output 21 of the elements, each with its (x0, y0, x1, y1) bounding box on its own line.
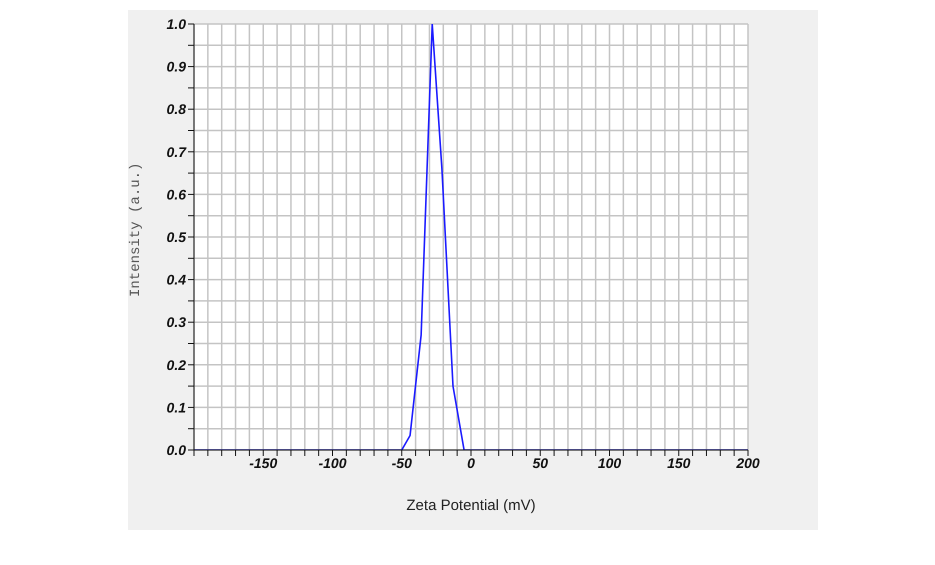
x-tick-label: 100 (598, 454, 622, 471)
y-tick-label: 0.7 (166, 144, 188, 160)
x-tick-label: -100 (318, 454, 347, 471)
y-tick-label: 0.0 (166, 442, 186, 458)
x-tick-label: 0 (467, 454, 476, 471)
x-tick-label: 50 (532, 454, 548, 471)
y-tick-label: 1.0 (166, 16, 186, 32)
x-tick-label: 150 (667, 454, 691, 471)
y-axis-title: Intensity (a.u.) (128, 162, 144, 297)
y-tick-label: 0.6 (166, 186, 186, 202)
x-tick-label: 200 (735, 454, 760, 471)
x-tick-label: -50 (392, 454, 412, 471)
y-tick-label: 0.4 (166, 272, 186, 288)
y-tick-label: 0.9 (166, 58, 186, 75)
x-axis-title: Zeta Potential (mV) (406, 497, 536, 514)
y-tick-label: 0.1 (166, 399, 186, 416)
y-tick-label: 0.3 (166, 314, 186, 330)
y-tick-label: 0.2 (166, 356, 186, 373)
y-tick-label: 0.8 (166, 101, 186, 118)
x-tick-label: -150 (249, 454, 278, 471)
y-tick-label: 0.5 (166, 228, 186, 245)
